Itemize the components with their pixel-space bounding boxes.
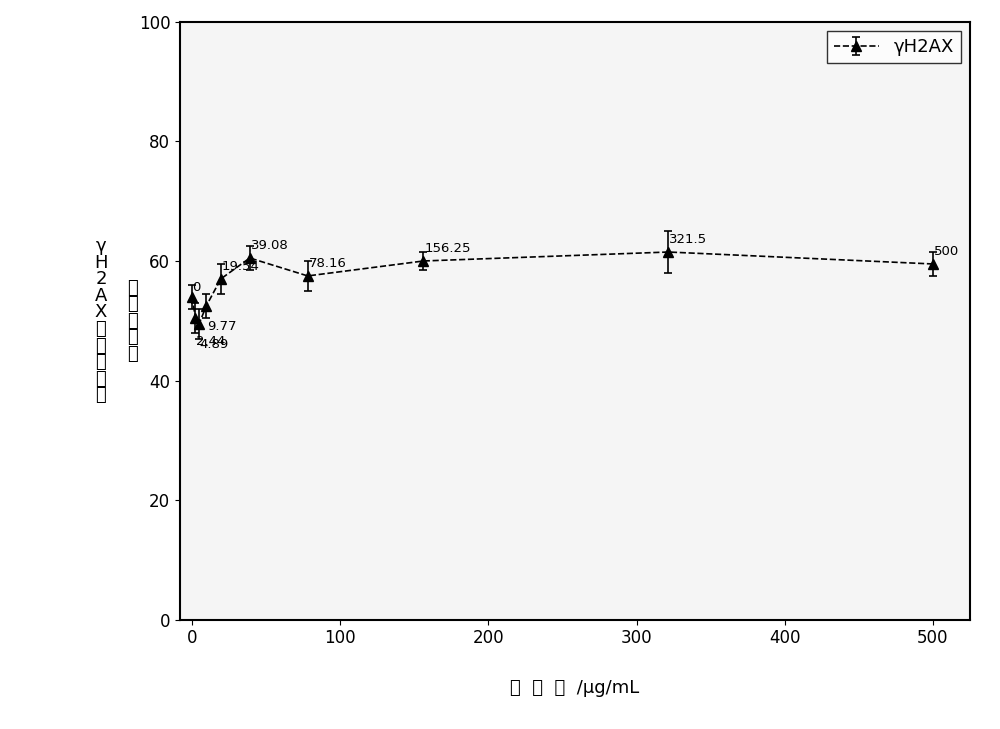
Text: 39.08: 39.08 [251,239,288,252]
Text: 荧
光
强
度
）: 荧 光 强 度 ） [127,278,138,363]
Legend: γH2AX: γH2AX [827,31,961,63]
Text: 9.77: 9.77 [207,320,236,332]
Text: 苯  浓  度  /μg/mL: 苯 浓 度 /μg/mL [510,679,640,698]
Text: 500: 500 [934,245,959,258]
Text: 19.54: 19.54 [222,260,259,273]
Text: γ
H
2
A
X
（
任
意
单
位: γ H 2 A X （ 任 意 单 位 [94,237,108,405]
Text: 78.16: 78.16 [308,257,346,270]
Text: 156.25: 156.25 [424,242,471,255]
Text: 4.89: 4.89 [199,338,229,351]
Text: 0: 0 [193,281,201,294]
Text: 2.44: 2.44 [196,335,225,348]
Text: 321.5: 321.5 [669,233,707,246]
